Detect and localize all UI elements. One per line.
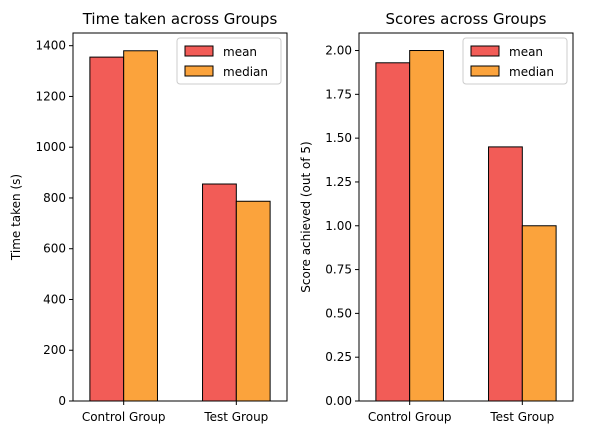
legend: mean median [176, 37, 282, 85]
y-tick-label: 0 [58, 394, 66, 408]
legend: mean median [462, 37, 568, 85]
legend-label-median: median [509, 65, 554, 79]
y-tick-label: 600 [43, 242, 66, 256]
bar-mean-1 [375, 62, 411, 402]
y-tick-label: 0.50 [325, 306, 352, 320]
y-tick-label: 1.75 [325, 87, 352, 101]
y-tick-label: 1400 [35, 39, 66, 53]
y-tick-label: 400 [43, 292, 66, 306]
y-tick-label: 0.25 [325, 350, 352, 364]
y-tick-label: 200 [43, 343, 66, 357]
subplot-2: 0.00 0.25 0.50 0.75 1.00 1.25 1.50 1.75 2.00 Cont… [299, 10, 574, 424]
y-tick-label: 1.50 [325, 131, 352, 145]
y-axis-label: Time taken (s) [9, 174, 23, 261]
y-tick-label: 0.75 [325, 263, 352, 277]
bar-mean-2 [488, 146, 523, 402]
bar-median-1 [123, 50, 158, 402]
axes-frame [358, 32, 574, 402]
chart-title: Scores across Groups [386, 10, 547, 28]
x-tick-label: Control Group [368, 410, 452, 424]
y-tick-label: 1000 [35, 140, 66, 154]
subplot-1: 0 200 400 600 800 1000 1200 1400 Control Group Te… [9, 10, 288, 424]
legend-swatch-mean [470, 45, 500, 57]
y-axis-label: Score achieved (out of 5) [299, 141, 313, 292]
bar-median-2 [235, 200, 271, 402]
y-tick-label: 1.00 [325, 219, 352, 233]
legend-label-median: median [223, 65, 268, 79]
y-tick-label: 2.00 [325, 44, 352, 58]
legend-label-mean: mean [223, 45, 257, 59]
bar-median-2 [521, 225, 557, 402]
legend-label-mean: mean [509, 45, 543, 59]
legend-swatch-median [470, 65, 500, 77]
y-tick-label: 1200 [35, 89, 66, 103]
y-tick-label: 800 [43, 191, 66, 205]
chart-title: Time taken across Groups [82, 10, 278, 28]
bar-mean-1 [89, 56, 125, 402]
axes-frame [72, 32, 288, 402]
bar-median-1 [409, 50, 444, 402]
x-tick-label: Test Group [489, 410, 554, 424]
legend-swatch-median [184, 65, 214, 77]
y-tick-label: 0.00 [325, 394, 352, 408]
x-tick-label: Control Group [82, 410, 166, 424]
legend-swatch-mean [184, 45, 214, 57]
x-tick-label: Test Group [203, 410, 268, 424]
bar-mean-2 [202, 183, 237, 402]
y-tick-label: 1.25 [325, 175, 352, 189]
